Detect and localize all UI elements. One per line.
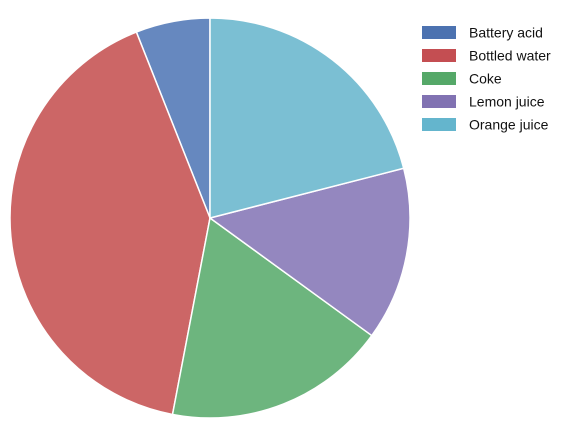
legend-label: Bottled water (469, 48, 551, 64)
legend: Battery acid Bottled water Coke Lemon juice… (422, 25, 551, 133)
pie-slices (9, 17, 411, 419)
legend-swatch (422, 118, 456, 131)
legend-swatch (422, 49, 456, 62)
pie-slice-lemon-juice (209, 167, 411, 337)
legend-swatch (422, 95, 456, 108)
pie-slice-orange-juice (209, 17, 405, 219)
legend-item-bottled-water: Bottled water (422, 48, 551, 64)
pie-slice-coke (171, 217, 373, 419)
legend-label: Coke (469, 71, 502, 87)
legend-swatch (422, 72, 456, 85)
legend-item-lemon-juice: Lemon juice (422, 94, 545, 110)
legend-label: Orange juice (469, 117, 549, 133)
legend-item-battery-acid: Battery acid (422, 25, 543, 41)
legend-item-orange-juice: Orange juice (422, 117, 549, 133)
pie-slice-bottled-water (9, 31, 211, 416)
legend-item-coke: Coke (422, 71, 502, 87)
legend-label: Lemon juice (469, 94, 545, 110)
legend-label: Battery acid (469, 25, 543, 41)
legend-swatch (422, 26, 456, 39)
